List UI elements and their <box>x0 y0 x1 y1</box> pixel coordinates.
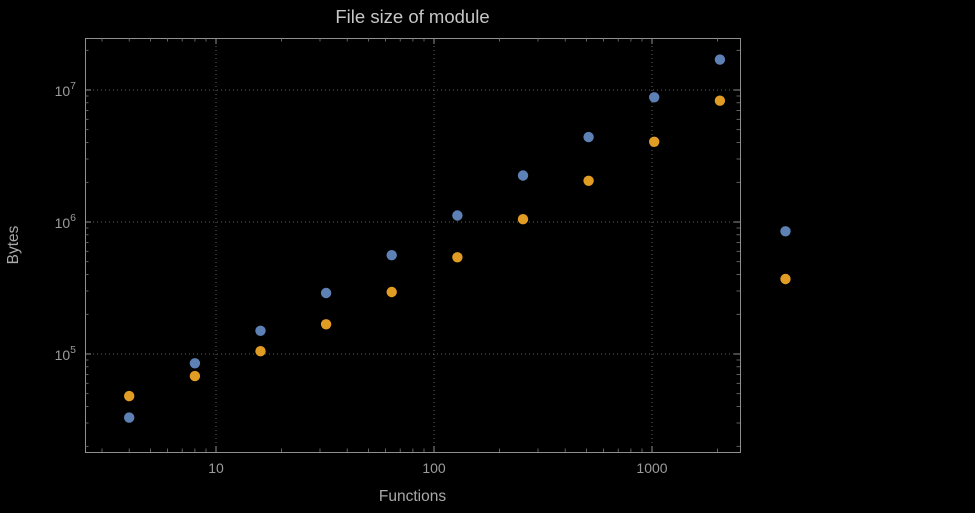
data-point-series-1 <box>583 131 594 143</box>
data-point-series-1 <box>386 250 397 261</box>
data-point-series-1 <box>517 170 529 181</box>
chart-title: File size of module <box>335 6 490 27</box>
data-point-series-1 <box>714 54 726 65</box>
data-point-series-1 <box>255 325 266 336</box>
x-tick-label: 100 <box>422 460 446 476</box>
data-point-series-1 <box>320 287 332 299</box>
data-point-series-2 <box>320 319 332 330</box>
data-point-series-2 <box>255 346 266 357</box>
data-point-series-1 <box>124 412 135 423</box>
x-tick-label: 1000 <box>636 460 667 476</box>
x-tick-label: 10 <box>208 460 224 476</box>
data-point-series-2 <box>714 95 726 106</box>
data-point-series-2 <box>386 286 397 298</box>
data-point-series-2 <box>649 136 660 147</box>
plot-frame <box>85 38 741 453</box>
data-point-series-2 <box>517 214 529 225</box>
data-point-series-1 <box>189 358 201 369</box>
data-point-series-2 <box>124 390 135 402</box>
y-tick-label: 106 <box>55 212 77 231</box>
y-tick-label: 105 <box>55 344 77 363</box>
data-point-series-1 <box>649 92 660 103</box>
y-axis-label: Bytes <box>5 225 22 265</box>
data-point-series-2 <box>189 370 201 382</box>
data-point-series-1 <box>780 226 791 237</box>
x-axis-label: Functions <box>378 488 447 505</box>
y-tick-label: 107 <box>55 80 77 99</box>
data-point-series-2 <box>583 175 594 186</box>
data-point-series-2 <box>780 273 791 285</box>
data-point-series-2 <box>452 252 463 263</box>
data-point-series-1 <box>452 210 463 221</box>
